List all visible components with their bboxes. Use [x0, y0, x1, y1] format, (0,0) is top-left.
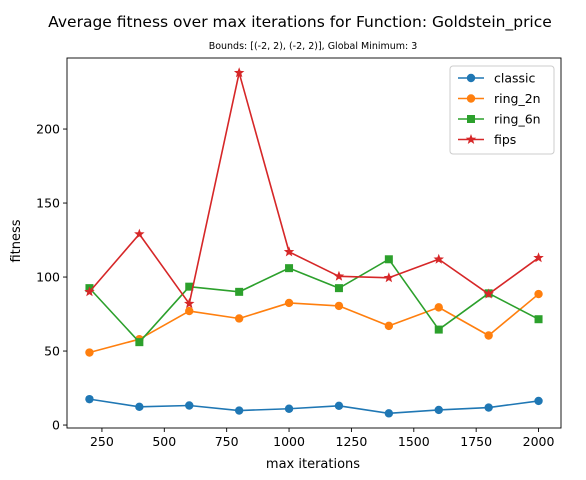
plot-area: 250 500 750 1000 1250 1500 1750 2000 0 50 100 150 20…: [36, 57, 562, 449]
x-tick-label: 1250: [336, 434, 368, 449]
data-point-classic: [484, 403, 493, 412]
data-point-classic: [534, 396, 543, 406]
legend-label-fips: fips: [494, 132, 516, 147]
data-point-ring_2n: [334, 301, 344, 311]
data-point-ring_6n: [235, 287, 244, 296]
data-point-classic: [234, 406, 244, 415]
y-tick-label: 100: [36, 270, 60, 285]
series-line-classic: [89, 398, 539, 415]
legend-marker-ring_6n: [467, 115, 475, 123]
data-point-ring_2n: [234, 314, 244, 323]
data-point-ring_6n: [135, 338, 144, 347]
data-point-fips: [283, 246, 295, 257]
series-line-fips: [88, 72, 540, 305]
data-point-ring_2n: [434, 303, 443, 312]
data-point-ring_2n: [384, 321, 394, 331]
series-line-ring_6n: [88, 258, 539, 343]
data-point-classic: [434, 405, 443, 415]
data-point-fips: [233, 67, 245, 78]
data-point-classic: [284, 404, 294, 413]
chart-subtitle: Bounds: [(-2, 2), (-2, 2)], Global Minim…: [209, 41, 418, 52]
x-tick-label: 250: [90, 434, 114, 449]
x-tick-label: 1000: [273, 434, 305, 449]
data-point-ring_6n: [334, 284, 343, 293]
legend-label-ring_2n: ring_2n: [494, 91, 541, 106]
chart-title: Average fitness over max iterations for …: [48, 13, 552, 32]
data-point-ring_2n: [284, 298, 294, 308]
data-point-fips: [383, 272, 395, 283]
data-point-classic: [384, 409, 394, 418]
data-point-ring_2n: [534, 289, 543, 299]
data-point-fips: [84, 286, 95, 297]
data-point-ring_6n: [534, 315, 543, 324]
data-point-ring_6n: [285, 264, 294, 273]
data-point-ring_2n: [85, 348, 94, 357]
data-point-fips: [433, 253, 444, 264]
data-point-fips: [134, 228, 145, 239]
legend-label-classic: classic: [494, 71, 536, 86]
y-tick-label: 0: [52, 418, 60, 433]
series-line-ring_2n: [89, 293, 540, 354]
y-tick-label: 50: [44, 344, 60, 359]
data-point-fips: [533, 252, 544, 263]
legend-marker-ring_2n: [466, 94, 476, 103]
data-point-ring_2n: [185, 306, 194, 316]
data-point-classic: [85, 394, 94, 404]
y-tick-label: 200: [36, 122, 60, 137]
x-tick-label: 2000: [523, 434, 555, 449]
legend-marker-fips: [465, 134, 477, 144]
data-point-ring_6n: [185, 282, 194, 291]
y-tick-label: 150: [36, 196, 60, 211]
data-point-fips: [184, 298, 195, 309]
legend-marker-classic: [466, 73, 476, 83]
x-tick-label: 500: [152, 434, 176, 449]
data-point-fips: [333, 270, 345, 281]
x-tick-label: 1500: [398, 434, 430, 449]
data-point-ring_2n: [484, 331, 493, 340]
legend-label-ring_6n: ring_6n: [494, 112, 541, 127]
y-axis-title: fitness: [9, 219, 24, 262]
x-tick-label: 750: [215, 434, 239, 449]
data-point-ring_6n: [434, 325, 443, 334]
data-point-ring_6n: [384, 255, 393, 264]
plot-frame: [66, 57, 562, 429]
x-tick-label: 1750: [460, 434, 492, 449]
data-point-classic: [135, 402, 144, 412]
data-point-fips: [483, 288, 494, 299]
data-point-classic: [334, 401, 344, 410]
x-axis-title: max iterations: [266, 457, 360, 472]
data-point-classic: [185, 401, 194, 410]
legend-box: [449, 65, 555, 155]
